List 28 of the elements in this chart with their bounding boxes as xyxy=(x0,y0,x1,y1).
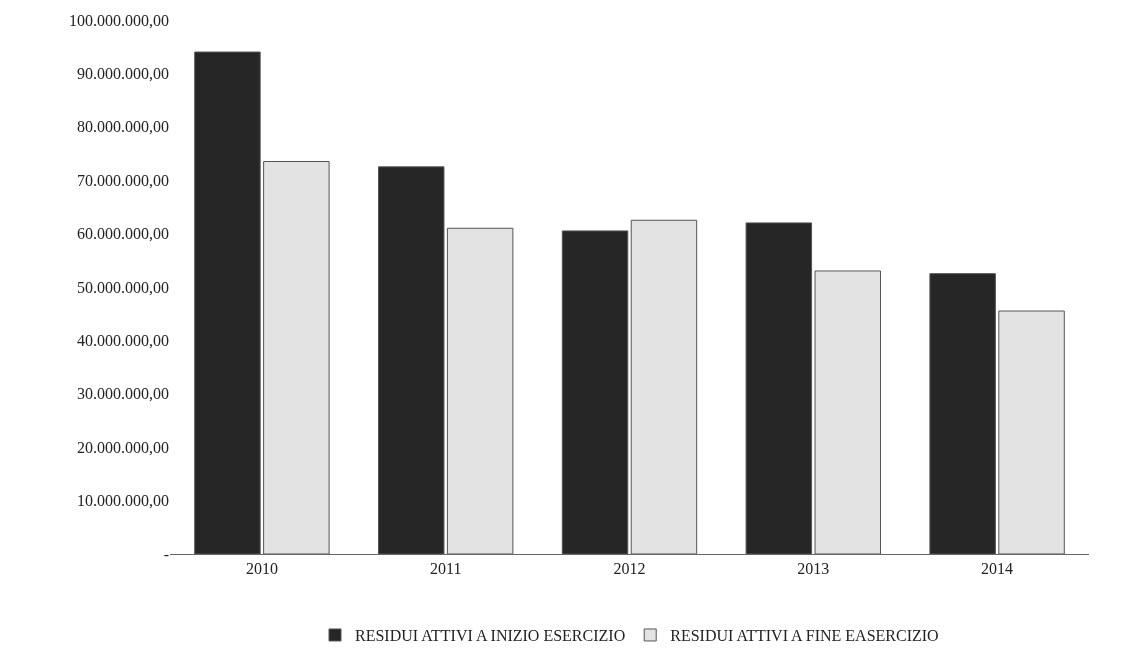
x-tick-label: 2014 xyxy=(981,560,1014,578)
y-tick-label: 10.000.000,00 xyxy=(77,492,169,510)
bar xyxy=(630,219,698,554)
bar xyxy=(814,270,881,554)
bar xyxy=(561,230,629,554)
bar xyxy=(263,161,330,554)
y-tick-label: - xyxy=(163,545,169,563)
x-tick-label: 2011 xyxy=(430,560,462,578)
x-tick-label: 2010 xyxy=(245,560,278,578)
x-tick-label: 2013 xyxy=(797,560,830,578)
y-tick-label: 60.000.000,00 xyxy=(77,225,169,243)
y-tick-label: 30.000.000,00 xyxy=(77,385,169,403)
y-tick-label: 100.000.000,00 xyxy=(69,11,169,29)
bar xyxy=(745,222,813,554)
y-tick-label: 50.000.000,00 xyxy=(77,278,169,296)
bar xyxy=(446,227,514,554)
legend-label: RESIDUI ATTIVI A INIZIO ESERCIZIO xyxy=(355,627,626,645)
y-tick-label: 90.000.000,00 xyxy=(77,65,169,82)
bar xyxy=(194,51,261,554)
bar xyxy=(929,273,996,554)
y-tick-label: 70.000.000,00 xyxy=(77,171,169,189)
y-tick-label: 80.000.000,00 xyxy=(77,118,169,136)
x-tick-label: 2012 xyxy=(613,560,646,578)
y-tick-label: 20.000.000,00 xyxy=(77,438,169,456)
bar xyxy=(378,166,445,554)
y-tick-label: 40.000.000,00 xyxy=(77,332,169,349)
legend-label: RESIDUI ATTIVI A FINE EASERCIZIO xyxy=(670,627,939,645)
bar xyxy=(998,310,1065,554)
